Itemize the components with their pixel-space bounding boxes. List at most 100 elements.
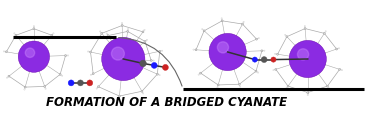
Circle shape: [3, 51, 5, 52]
Circle shape: [14, 33, 15, 34]
Circle shape: [102, 37, 145, 81]
Circle shape: [159, 50, 161, 52]
Circle shape: [221, 18, 222, 19]
Circle shape: [273, 69, 274, 71]
Circle shape: [143, 93, 144, 94]
Circle shape: [285, 34, 286, 36]
Circle shape: [325, 31, 326, 32]
Circle shape: [328, 87, 329, 89]
Circle shape: [202, 28, 203, 30]
Circle shape: [287, 85, 289, 87]
Circle shape: [338, 48, 340, 49]
Circle shape: [67, 55, 69, 56]
Circle shape: [297, 49, 309, 60]
Circle shape: [44, 85, 46, 87]
Circle shape: [112, 47, 124, 60]
Circle shape: [107, 35, 109, 37]
Circle shape: [118, 98, 120, 99]
Circle shape: [203, 30, 205, 32]
Circle shape: [275, 68, 277, 70]
Circle shape: [156, 73, 158, 75]
Circle shape: [271, 57, 276, 62]
Circle shape: [78, 80, 83, 86]
Circle shape: [53, 33, 54, 34]
Circle shape: [326, 85, 328, 87]
Circle shape: [106, 33, 107, 34]
Circle shape: [89, 51, 92, 53]
Circle shape: [261, 57, 267, 63]
Circle shape: [277, 53, 279, 55]
Circle shape: [341, 69, 343, 71]
Circle shape: [195, 49, 197, 51]
Circle shape: [8, 75, 10, 77]
Circle shape: [274, 53, 276, 55]
Circle shape: [217, 84, 219, 86]
Circle shape: [33, 26, 35, 27]
Text: FORMATION OF A BRIDGED CYANATE: FORMATION OF A BRIDGED CYANATE: [46, 96, 287, 109]
Circle shape: [25, 48, 35, 57]
Circle shape: [45, 88, 46, 89]
Circle shape: [239, 86, 241, 87]
Circle shape: [255, 70, 257, 72]
Circle shape: [51, 34, 53, 36]
Circle shape: [307, 94, 308, 96]
Circle shape: [87, 51, 89, 52]
Circle shape: [304, 25, 305, 27]
Circle shape: [68, 80, 74, 86]
Circle shape: [150, 59, 152, 61]
Circle shape: [252, 57, 257, 62]
Circle shape: [199, 72, 202, 74]
Circle shape: [121, 22, 123, 24]
Circle shape: [92, 73, 94, 75]
Circle shape: [258, 37, 259, 39]
Circle shape: [289, 40, 326, 78]
Circle shape: [144, 29, 145, 31]
Circle shape: [304, 28, 306, 30]
Circle shape: [198, 74, 199, 75]
Circle shape: [151, 62, 157, 68]
Circle shape: [144, 40, 146, 42]
Circle shape: [336, 48, 337, 50]
Circle shape: [153, 60, 154, 61]
Circle shape: [96, 88, 97, 89]
Circle shape: [24, 86, 26, 88]
Circle shape: [127, 28, 129, 30]
Circle shape: [64, 55, 66, 57]
Circle shape: [217, 87, 218, 88]
Circle shape: [141, 90, 143, 92]
Circle shape: [59, 73, 61, 75]
Circle shape: [97, 86, 100, 88]
Circle shape: [121, 25, 123, 26]
Circle shape: [6, 77, 8, 78]
Circle shape: [90, 74, 92, 76]
Circle shape: [286, 87, 287, 89]
Circle shape: [243, 21, 244, 23]
Circle shape: [218, 42, 228, 53]
Circle shape: [118, 95, 120, 97]
Circle shape: [261, 50, 263, 52]
Circle shape: [193, 49, 194, 50]
Circle shape: [162, 64, 169, 70]
Circle shape: [24, 89, 25, 90]
Circle shape: [15, 34, 17, 36]
Circle shape: [5, 51, 8, 53]
Circle shape: [127, 30, 129, 32]
Circle shape: [140, 60, 146, 67]
Circle shape: [146, 39, 148, 41]
Circle shape: [339, 68, 340, 70]
FancyArrowPatch shape: [119, 38, 182, 86]
Circle shape: [142, 31, 144, 33]
Circle shape: [286, 36, 288, 38]
Circle shape: [159, 74, 160, 76]
Circle shape: [33, 28, 35, 30]
Circle shape: [323, 32, 325, 34]
Circle shape: [257, 72, 259, 73]
Circle shape: [238, 83, 240, 85]
Circle shape: [101, 32, 103, 34]
Circle shape: [61, 75, 63, 76]
Circle shape: [100, 31, 101, 32]
Circle shape: [242, 23, 244, 25]
Circle shape: [161, 50, 163, 51]
Circle shape: [256, 38, 257, 40]
Circle shape: [18, 41, 49, 72]
